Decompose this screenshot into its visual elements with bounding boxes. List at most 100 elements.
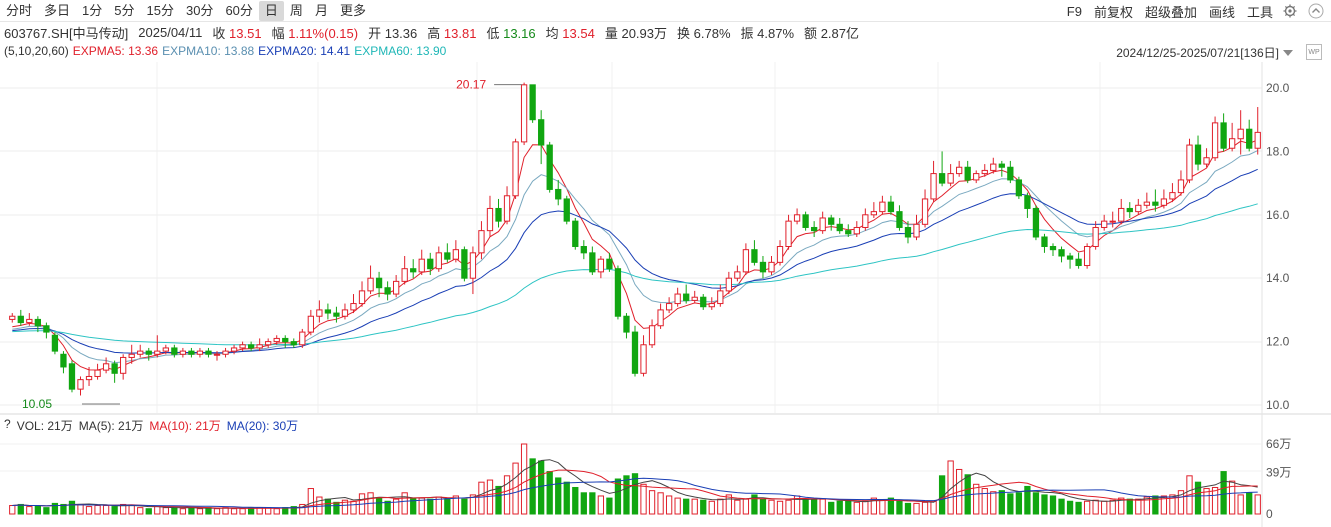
period-30min[interactable]: 30分	[185, 2, 214, 18]
wp-icon[interactable]: WP	[1306, 44, 1322, 60]
volume-bar	[213, 508, 221, 515]
candle-body	[546, 144, 553, 190]
volume-bar	[68, 500, 76, 515]
amount-value: 额 2.87亿	[804, 23, 859, 42]
candle-body	[26, 318, 33, 324]
open-value: 开 13.36	[368, 23, 417, 42]
dropdown-arrow-icon	[1283, 49, 1293, 56]
volume-bar	[43, 507, 50, 515]
volume-bar	[879, 499, 886, 515]
volume-bar	[998, 490, 1005, 515]
volume-bar	[154, 506, 161, 515]
volume-bar	[324, 498, 332, 515]
candle-body	[435, 252, 442, 270]
candle-body	[495, 207, 502, 222]
volume-bar	[9, 505, 16, 515]
candle-body	[444, 252, 451, 260]
volume-bar	[742, 498, 750, 515]
period-fenshi[interactable]: 分时	[6, 2, 33, 18]
candle-body	[1032, 207, 1040, 238]
volume-bar	[1177, 490, 1185, 515]
candle-body	[589, 252, 596, 273]
candle-body	[1118, 207, 1125, 222]
volume-bar	[1049, 495, 1057, 515]
candle-body	[759, 261, 767, 273]
volume-bar	[725, 494, 732, 515]
volume-bar	[597, 495, 605, 515]
candle-body	[1058, 249, 1065, 257]
volume-bar	[179, 508, 187, 515]
candle-body	[222, 350, 229, 355]
candle-body	[282, 337, 289, 343]
candle-body	[580, 246, 587, 254]
candle-body	[648, 325, 656, 346]
period-week[interactable]: 周	[289, 2, 303, 18]
price-tick-label: 12.0	[1266, 335, 1290, 349]
volume-bar	[401, 492, 408, 515]
super-overlay-button[interactable]: 超级叠加	[1144, 4, 1197, 20]
candle-body	[657, 309, 664, 327]
collapse-up-icon[interactable]	[1307, 2, 1325, 20]
volume-bar	[162, 507, 169, 515]
candle-body	[418, 258, 425, 273]
candle-body	[256, 344, 263, 349]
change-value: 幅 1.11%(0.15)	[272, 23, 359, 42]
candle-body	[375, 277, 383, 289]
forward-adjust-button[interactable]: 前复权	[1093, 4, 1133, 20]
open-number: 13.36	[384, 25, 418, 41]
amount-label: 额	[804, 25, 818, 41]
candle-body	[307, 315, 314, 333]
settings-gear-icon[interactable]	[1281, 2, 1299, 20]
f9-button[interactable]: F9	[1066, 3, 1082, 19]
candle-body	[1177, 179, 1185, 194]
candle-body	[512, 141, 519, 197]
candle-body	[751, 249, 758, 263]
low-price-label: 10.05	[22, 397, 52, 411]
candle-body	[879, 201, 886, 213]
volume-bar	[307, 488, 314, 515]
volume-bar	[973, 483, 980, 515]
candle-body	[401, 268, 408, 282]
volume-bar	[828, 501, 835, 515]
help-icon[interactable]: ?	[4, 417, 11, 431]
period-5min[interactable]: 5分	[114, 2, 135, 18]
candle-body	[265, 341, 272, 346]
candle-body	[452, 249, 460, 260]
volume-bar	[469, 494, 477, 515]
period-more[interactable]: 更多	[339, 2, 366, 18]
volume-bar	[717, 498, 724, 515]
ma-params[interactable]: (5,10,20,60)	[4, 44, 69, 58]
candle-body	[51, 334, 59, 352]
period-60min[interactable]: 60分	[225, 2, 253, 18]
draw-line-button[interactable]: 画线	[1208, 4, 1235, 20]
period-15min[interactable]: 15分	[146, 2, 174, 18]
expma10-line	[12, 150, 1258, 364]
candle-body	[708, 303, 715, 308]
ma-legend-item: EXPMA60: 13.90	[354, 44, 447, 58]
volume-bar	[546, 471, 553, 515]
volume-bar	[188, 507, 195, 515]
amount-number: 2.87亿	[820, 25, 859, 41]
date-range-selector[interactable]: 2024/12/25-2025/07/21[136日]	[1116, 44, 1293, 61]
candle-body	[102, 363, 110, 371]
volume-bar	[836, 500, 843, 515]
tools-button[interactable]: 工具	[1246, 4, 1273, 20]
candle-body	[1246, 128, 1253, 149]
period-day[interactable]: 日	[258, 0, 284, 21]
period-1min[interactable]: 1分	[82, 2, 103, 18]
volume-bar	[768, 499, 775, 515]
candle-body	[273, 337, 280, 343]
volume-bar	[299, 503, 306, 515]
high-value: 高 13.81	[427, 23, 476, 42]
period-month[interactable]: 月	[314, 2, 328, 18]
candle-body	[990, 163, 997, 171]
volume-bar	[1135, 498, 1142, 515]
volume-label: 量	[604, 25, 618, 41]
turnover-value: 换 6.78%	[677, 23, 731, 42]
candle-body	[520, 84, 528, 143]
volume-bar	[981, 488, 988, 515]
volume-bar	[1041, 494, 1048, 515]
period-duori[interactable]: 多日	[44, 2, 71, 18]
candle-body	[358, 290, 366, 305]
